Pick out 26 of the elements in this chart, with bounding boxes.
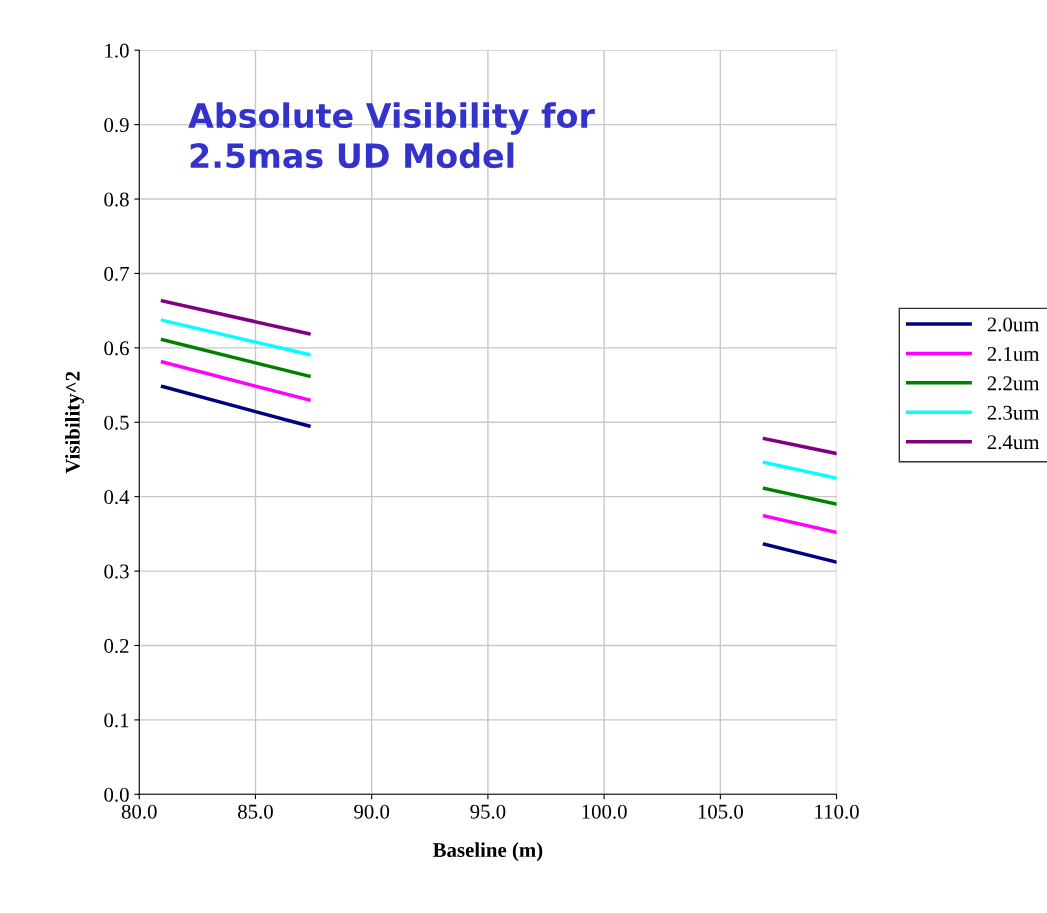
x-tick-label: 110.0: [815, 804, 859, 819]
y-axis-title: Visibility^2: [65, 371, 85, 474]
x-tick-label: 95.0: [470, 804, 506, 819]
y-tick-label: 0.3: [104, 564, 129, 579]
legend-label: 2.2um: [987, 376, 1040, 391]
y-tick-label: 0.0: [104, 787, 129, 802]
x-tick-label: 80.0: [121, 804, 157, 819]
y-tick-label: 0.9: [104, 118, 129, 133]
y-tick-label: 0.5: [104, 415, 129, 430]
y-tick-label: 1.0: [105, 43, 129, 58]
y-tick-label: 0.1: [104, 713, 129, 728]
text: Absolute Visibility for 2.5mas UD Model: [188, 102, 595, 169]
x-axis-title: Baseline (m): [432, 842, 543, 862]
x-tick-label: 100.0: [582, 804, 627, 819]
y-tick-label: 0.8: [104, 192, 129, 207]
y-tick-label: 0.7: [104, 266, 129, 281]
y-tick-label: 0.6: [104, 341, 129, 356]
legend-label: 2.0um: [987, 317, 1040, 332]
x-tick-label: 105.0: [698, 804, 743, 819]
x-tick-label: 90.0: [354, 804, 390, 819]
y-tick-label: 0.4: [104, 490, 130, 505]
legend-label: 2.1um: [987, 346, 1040, 361]
y-tick-label: 0.2: [104, 638, 129, 654]
x-tick-label: 85.0: [238, 804, 273, 819]
legend-label: 2.3um: [987, 405, 1040, 420]
legend-label: 2.4um: [987, 435, 1040, 450]
